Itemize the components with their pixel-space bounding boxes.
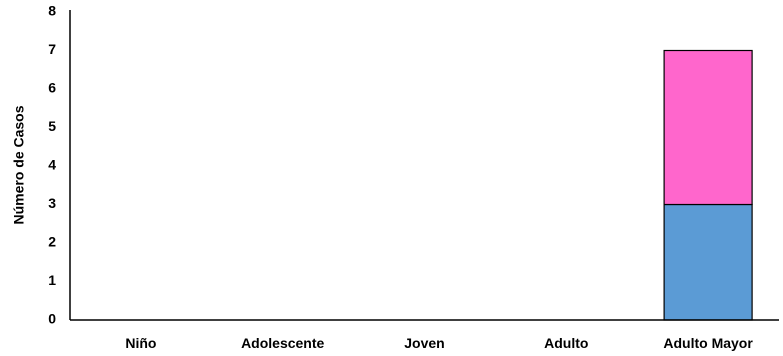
x-tick-label: Adulto Mayor (663, 335, 753, 351)
bar-segment (663, 49, 753, 206)
bar-segment (663, 203, 753, 321)
y-tick-label: 5 (48, 118, 56, 134)
y-tick-label: 6 (48, 80, 56, 96)
y-tick-label: 4 (48, 157, 56, 173)
x-tick-label: Adulto (544, 335, 588, 351)
y-tick-labels: 0 1 2 3 4 5 6 7 8 (48, 3, 56, 327)
x-tick-labels: Niño Adolescente Joven Adulto Adulto Mayor (125, 335, 753, 351)
bar-series (663, 49, 753, 321)
x-tick-label: Adolescente (241, 335, 324, 351)
y-tick-label: 1 (48, 272, 56, 288)
y-tick-label: 3 (48, 195, 56, 211)
y-tick-label: 7 (48, 41, 56, 57)
x-tick-label: Joven (404, 335, 444, 351)
x-tick-label: Niño (125, 335, 156, 351)
y-tick-label: 0 (48, 311, 56, 327)
y-tick-label: 2 (48, 234, 56, 250)
y-axis-title: Número de Casos (11, 105, 27, 224)
y-tick-label: 8 (48, 3, 56, 19)
